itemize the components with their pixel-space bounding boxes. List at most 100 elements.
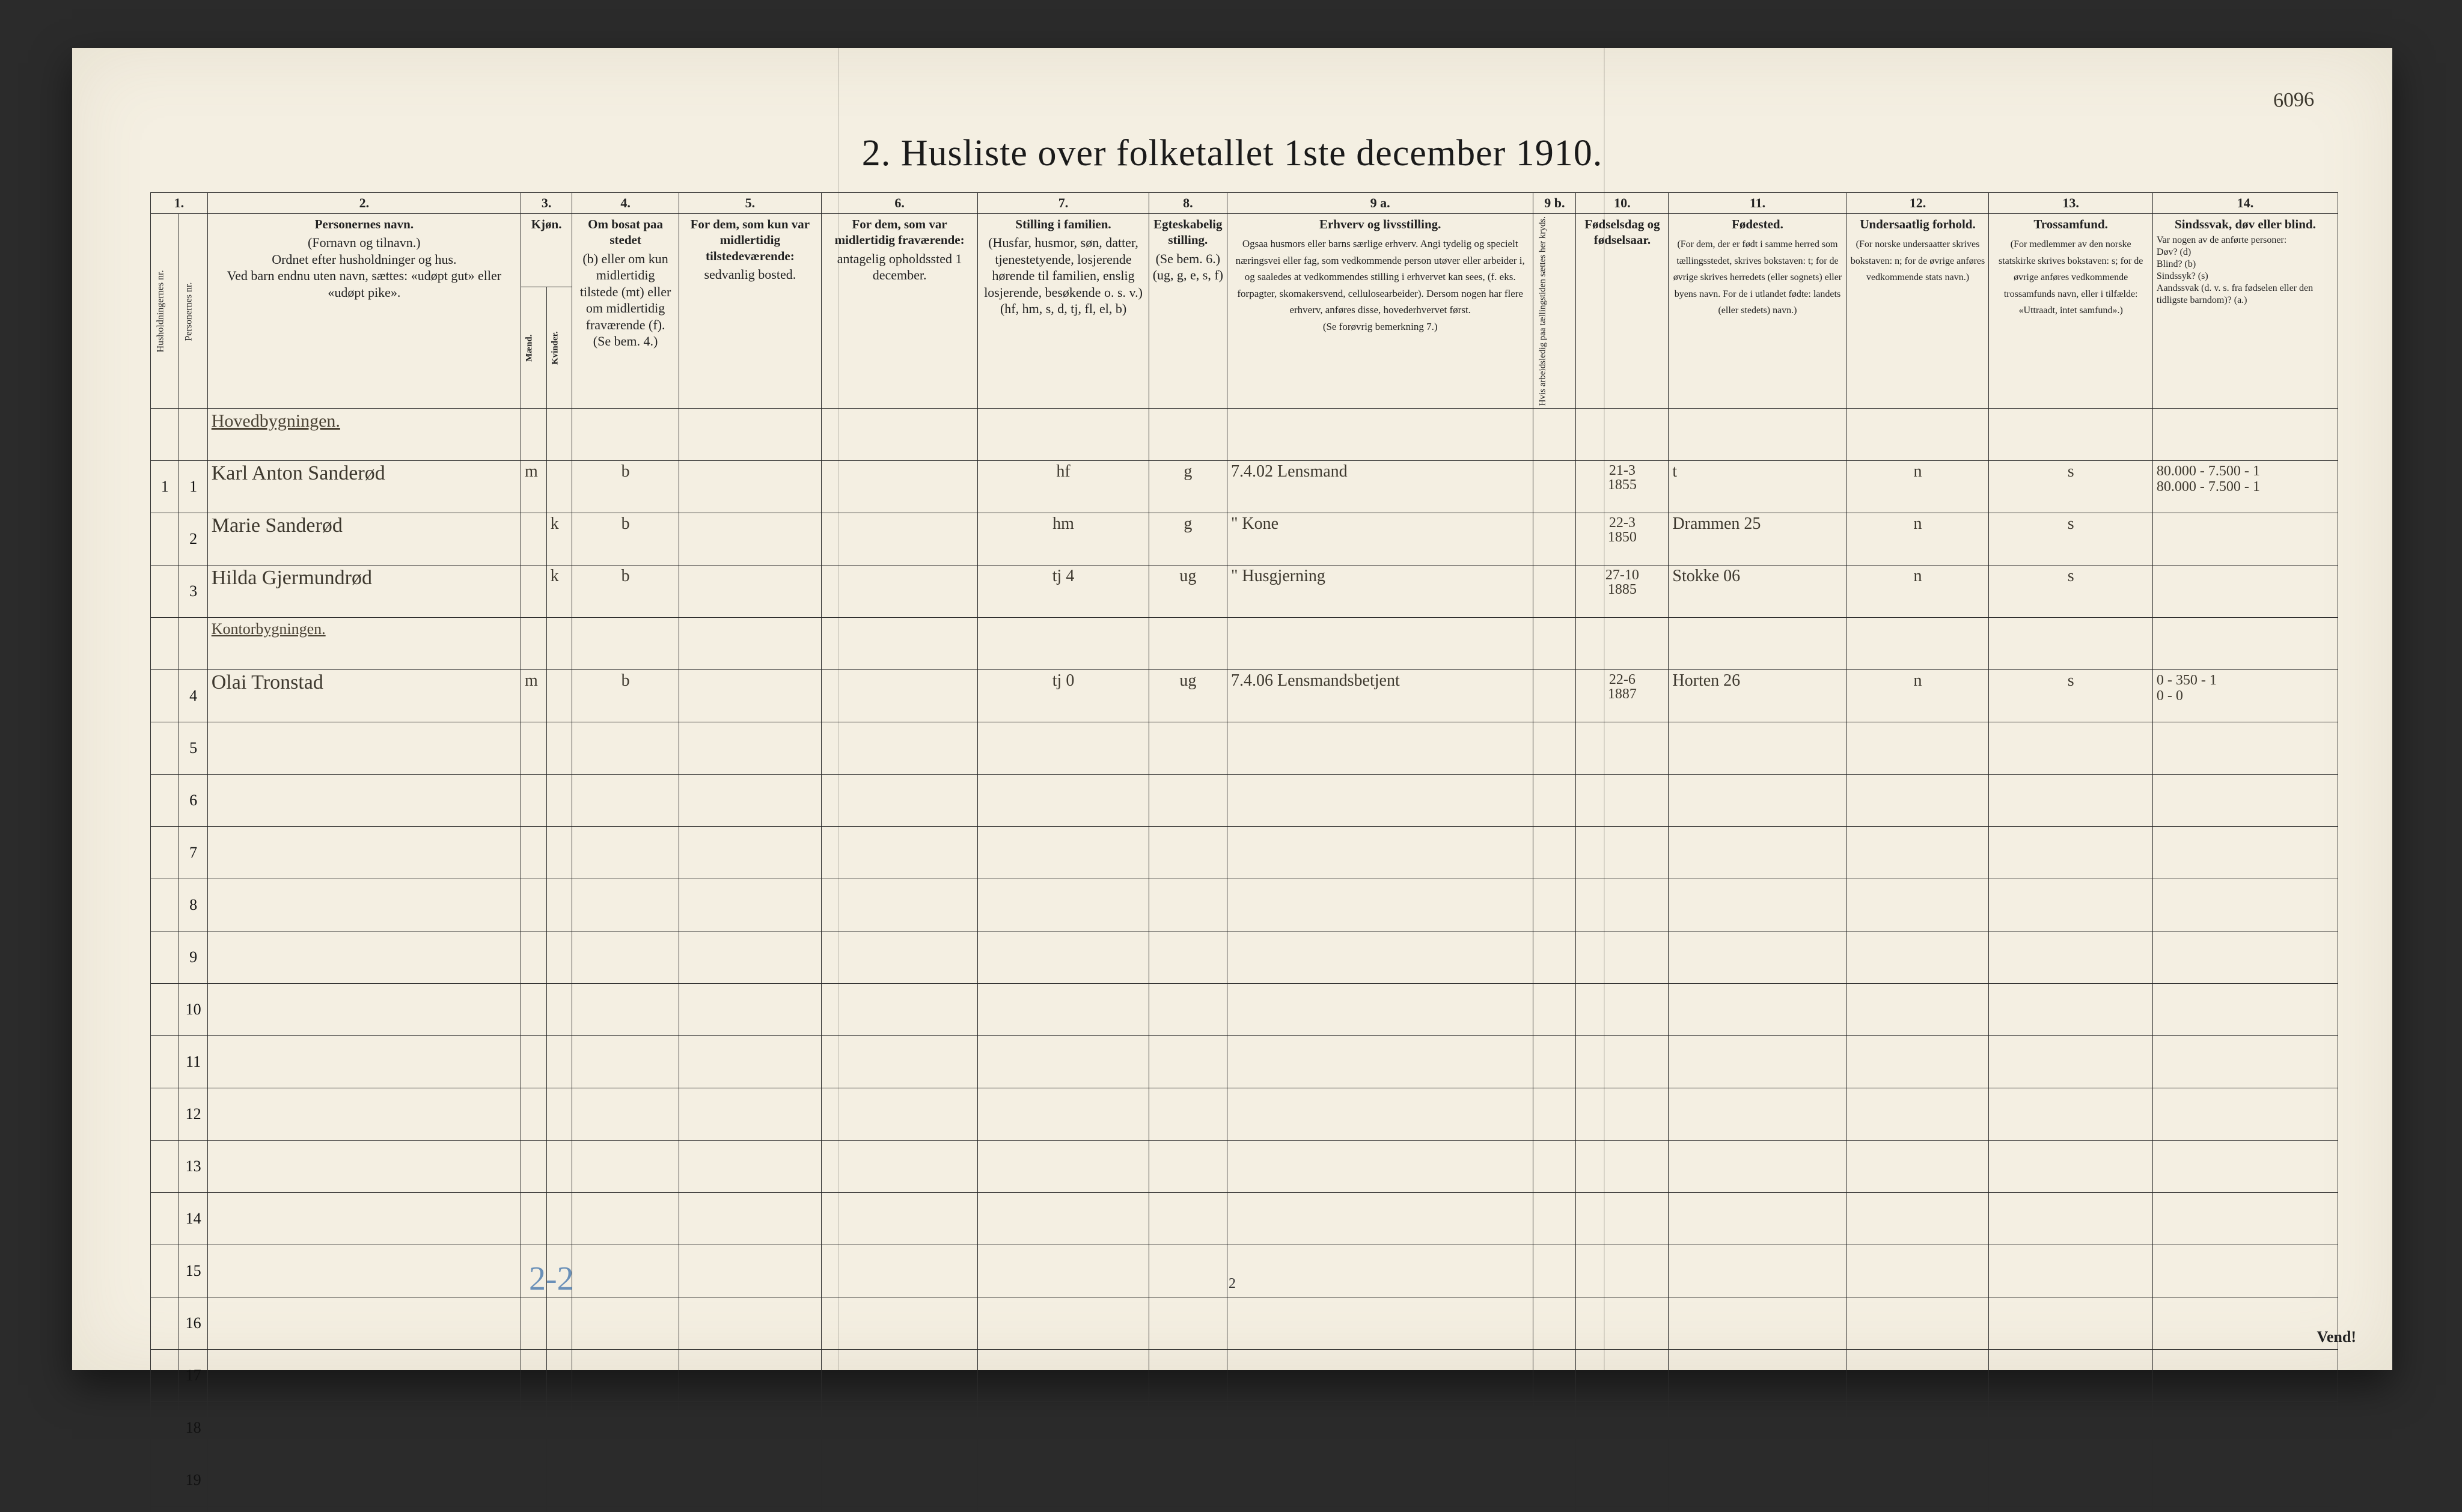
empty-cell — [1669, 879, 1846, 931]
empty-cell — [679, 775, 821, 827]
viewport: 6096 2. Husliste over folketallet 1ste d… — [0, 0, 2462, 1512]
col-num: 2. — [207, 193, 521, 214]
birthplace-cell: Horten 26 — [1669, 670, 1846, 722]
col6-cell — [821, 565, 978, 618]
empty-cell — [1989, 409, 2152, 461]
empty-cell — [821, 1088, 978, 1141]
empty-cell — [521, 1036, 546, 1088]
col-num: 12. — [1846, 193, 1989, 214]
empty-cell — [1149, 722, 1227, 775]
person-no — [179, 618, 207, 670]
empty-cell — [207, 775, 521, 827]
empty-cell — [679, 1350, 821, 1402]
empty-cell — [821, 879, 978, 931]
empty-cell — [821, 827, 978, 879]
empty-cell — [207, 1193, 521, 1245]
name-cell: Marie Sanderød — [207, 513, 521, 565]
empty-cell — [1576, 931, 1669, 984]
household-no — [151, 1402, 179, 1454]
sex-m: m — [521, 670, 546, 722]
empty-cell — [1989, 775, 2152, 827]
empty-cell — [1149, 1193, 1227, 1245]
empty-cell — [1576, 827, 1669, 879]
empty-cell — [978, 1141, 1149, 1193]
person-no: 14 — [179, 1193, 207, 1245]
empty-cell — [207, 879, 521, 931]
empty-cell — [1576, 1297, 1669, 1350]
col-num: 11. — [1669, 193, 1846, 214]
empty-cell — [679, 618, 821, 670]
table-row: 5 — [151, 722, 2338, 775]
person-no: 5 — [179, 722, 207, 775]
empty-cell — [572, 1402, 679, 1454]
empty-cell — [821, 1036, 978, 1088]
empty-cell — [1533, 1350, 1576, 1402]
empty-cell — [978, 1350, 1149, 1402]
unemployed-cell — [1533, 461, 1576, 513]
empty-cell — [1227, 1245, 1533, 1297]
household-no: 1 — [151, 461, 179, 513]
birthplace-cell: Stokke 06 — [1669, 565, 1846, 618]
empty-cell — [207, 1088, 521, 1141]
col-num: 9 b. — [1533, 193, 1576, 214]
unemployed-cell — [1533, 670, 1576, 722]
household-no — [151, 618, 179, 670]
sex-k — [546, 461, 572, 513]
table-row: 12 — [151, 1088, 2338, 1141]
household-no — [151, 565, 179, 618]
empty-cell — [1227, 775, 1533, 827]
empty-cell — [1149, 1088, 1227, 1141]
empty-cell — [1149, 1402, 1227, 1454]
empty-cell — [1989, 1297, 2152, 1350]
col-header-6: For dem, som var midlertidig fraværende:… — [821, 214, 978, 409]
empty-cell — [1149, 931, 1227, 984]
household-no — [151, 775, 179, 827]
empty-cell — [2152, 409, 2338, 461]
household-no — [151, 827, 179, 879]
empty-cell — [1533, 827, 1576, 879]
table-row: 7 — [151, 827, 2338, 879]
col-header-13: Trossamfund. (For medlemmer av den norsk… — [1989, 214, 2152, 409]
empty-cell — [572, 618, 679, 670]
empty-cell — [572, 722, 679, 775]
empty-cell — [1149, 1454, 1227, 1507]
sex-k — [546, 670, 572, 722]
empty-cell — [572, 1088, 679, 1141]
name-cell: Hilda Gjermundrød — [207, 565, 521, 618]
empty-cell — [2152, 1088, 2338, 1141]
empty-cell — [1227, 1507, 1533, 1512]
empty-cell — [1227, 409, 1533, 461]
household-no — [151, 1507, 179, 1512]
person-no: 20 — [179, 1507, 207, 1512]
col5-cell — [679, 461, 821, 513]
empty-cell — [1576, 1036, 1669, 1088]
empty-cell — [821, 1193, 978, 1245]
empty-cell — [1846, 722, 1989, 775]
empty-cell — [679, 1245, 821, 1297]
empty-cell — [978, 931, 1149, 984]
household-no — [151, 1193, 179, 1245]
bosat-cell: b — [572, 565, 679, 618]
empty-cell — [572, 775, 679, 827]
empty-cell — [1989, 1088, 2152, 1141]
empty-cell — [1227, 931, 1533, 984]
empty-cell — [546, 931, 572, 984]
empty-cell — [572, 827, 679, 879]
empty-cell — [572, 931, 679, 984]
table-row: 14 — [151, 1193, 2338, 1245]
table-row: 13 — [151, 1141, 2338, 1193]
empty-cell — [1533, 931, 1576, 984]
person-no: 18 — [179, 1402, 207, 1454]
col6-cell — [821, 670, 978, 722]
table-row: 20 — [151, 1507, 2338, 1512]
empty-cell — [521, 722, 546, 775]
page-number-handwritten: 6096 — [2273, 90, 2314, 111]
empty-cell — [1576, 984, 1669, 1036]
empty-cell — [1576, 1350, 1669, 1402]
person-no: 2 — [179, 513, 207, 565]
col-header-9b: Hvis arbeidsledig paa tællingstiden sætt… — [1533, 214, 1576, 409]
col-num: 4. — [572, 193, 679, 214]
empty-cell — [2152, 984, 2338, 1036]
empty-cell — [1846, 827, 1989, 879]
empty-cell — [546, 984, 572, 1036]
